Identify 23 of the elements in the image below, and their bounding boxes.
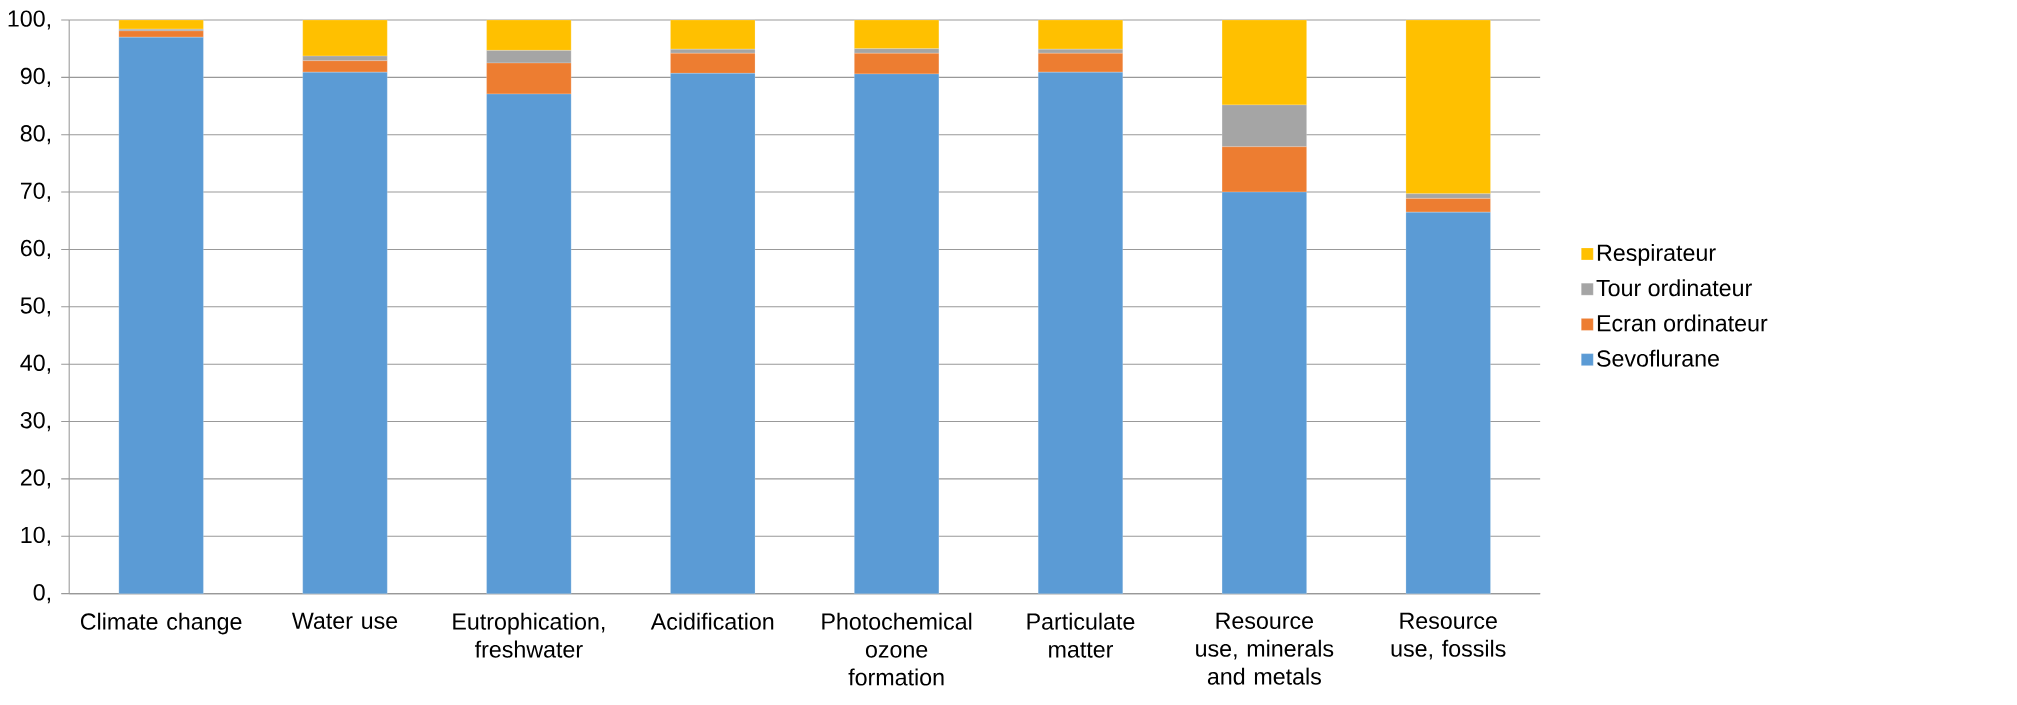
y-tick-label: 80, bbox=[20, 125, 50, 145]
x-tick-label: Resource use, minerals and metals bbox=[1196, 612, 1334, 685]
legend-label: Ecran ordinateur bbox=[1597, 314, 1768, 332]
y-tick-label: 70, bbox=[20, 182, 50, 202]
legend-label: Respirateur bbox=[1597, 244, 1716, 266]
x-tick-label: Climate change bbox=[80, 612, 242, 635]
y-tick-label: 40, bbox=[20, 354, 50, 374]
y-tick-label: 10, bbox=[21, 526, 50, 547]
x-tick-label: Water use bbox=[291, 612, 398, 630]
y-tick-label: 20, bbox=[20, 469, 50, 489]
legend-label: Tour ordinateur bbox=[1596, 279, 1752, 297]
x-tick-label: Eutrophication, freshwater bbox=[453, 612, 605, 658]
x-tick-label: Particulate matter bbox=[1027, 612, 1135, 658]
x-tick-label: Photochemical ozone formation bbox=[822, 612, 972, 686]
y-tick-label: 30, bbox=[20, 412, 50, 432]
y-tick-label: 0, bbox=[33, 584, 50, 604]
legend-label: Sevoflurane bbox=[1597, 349, 1719, 367]
y-tick-label: 100, bbox=[8, 10, 50, 30]
y-tick-label: 60, bbox=[20, 240, 50, 260]
x-tick-label: Resource use, fossils bbox=[1391, 612, 1506, 660]
y-tick-label: 50, bbox=[20, 297, 50, 317]
x-tick-label: Acidification bbox=[650, 612, 774, 631]
y-tick-label: 90, bbox=[20, 67, 50, 88]
